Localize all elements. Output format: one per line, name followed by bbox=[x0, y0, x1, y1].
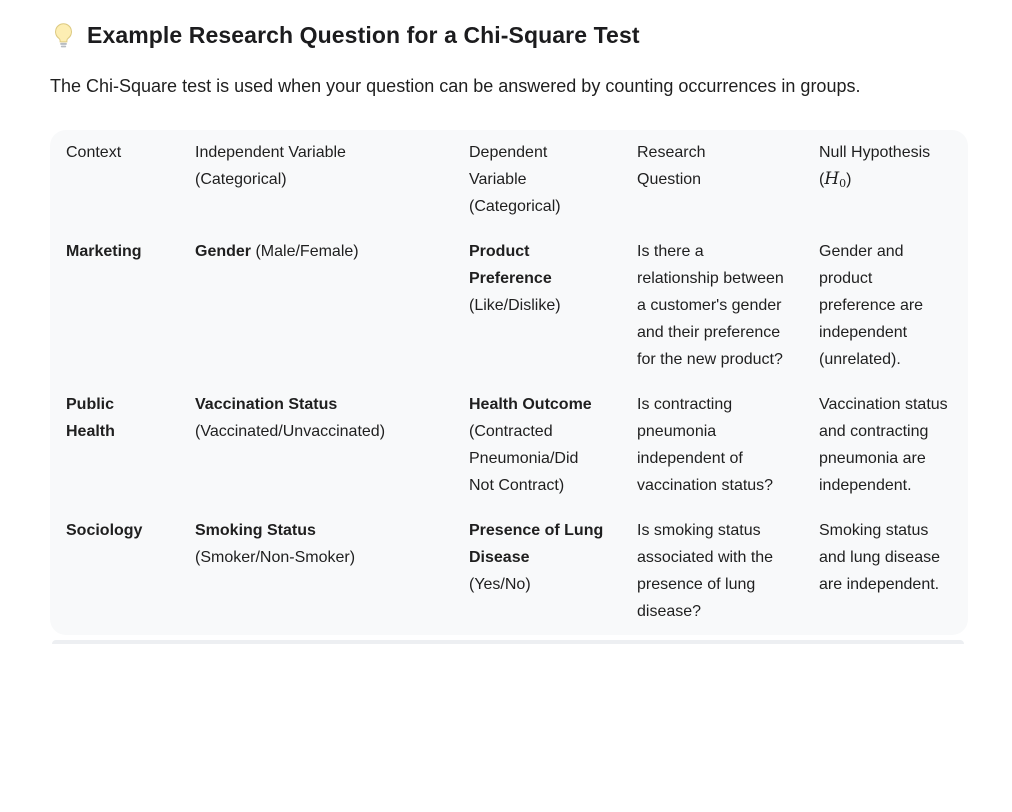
cell-dependent-variable: Health Outcome (Contracted Pneumonia/Did … bbox=[469, 391, 607, 499]
cell-null-hypothesis: Smoking status and lung disease are inde… bbox=[819, 522, 940, 593]
h-symbol: H bbox=[824, 169, 840, 189]
cell-dependent-variable: Presence of Lung Disease (Yes/No) bbox=[469, 517, 607, 598]
column-header-sublabel: (Categorical) bbox=[469, 198, 561, 215]
example-table: Context Independent Variable (Categorica… bbox=[50, 130, 968, 635]
variable-levels: (Male/Female) bbox=[251, 243, 359, 260]
variable-name: Product Preference bbox=[469, 243, 552, 287]
cell-independent-variable: Gender (Male/Female) bbox=[195, 238, 439, 265]
cell-dependent-variable: Product Preference (Like/Dislike) bbox=[469, 238, 607, 319]
variable-levels: (Smoker/Non-Smoker) bbox=[195, 549, 356, 566]
paren: ) bbox=[846, 171, 852, 188]
table-row-marketing: Marketing Gender (Male/Female) Product P… bbox=[66, 238, 952, 373]
section-header: Example Research Question for a Chi-Squa… bbox=[50, 18, 970, 52]
variable-name: Smoking Status bbox=[195, 522, 316, 539]
column-header-label: Independent Variable bbox=[195, 144, 346, 161]
table-header-row: Context Independent Variable (Categorica… bbox=[66, 139, 952, 220]
column-header-independent-variable: Independent Variable (Categorical) bbox=[195, 139, 439, 193]
variable-levels: (Contracted Pneumonia/Did Not Contract) bbox=[469, 423, 579, 494]
lightbulb-icon bbox=[55, 22, 72, 47]
variable-name: Gender bbox=[195, 243, 252, 260]
variable-levels: (Yes/No) bbox=[469, 576, 531, 593]
h-subscript: 0 bbox=[839, 177, 847, 190]
column-header-research-question: Research Question bbox=[637, 139, 789, 193]
cell-null-hypothesis: Gender and product preference are indepe… bbox=[819, 243, 924, 368]
table-row-public-health: Public Health Vaccination Status (Vaccina… bbox=[66, 391, 952, 499]
cell-context: Public Health bbox=[66, 396, 115, 440]
variable-name: Health Outcome bbox=[469, 396, 592, 413]
page-title: Example Research Question for a Chi-Squa… bbox=[87, 22, 640, 48]
cell-independent-variable: Smoking Status (Smoker/Non-Smoker) bbox=[195, 517, 439, 571]
cell-context: Marketing bbox=[66, 243, 142, 260]
null-hypothesis-symbol: (H0) bbox=[819, 166, 952, 197]
table-row-sociology: Sociology Smoking Status (Smoker/Non-Smok… bbox=[66, 517, 952, 625]
bottom-divider bbox=[52, 640, 964, 644]
column-header-context: Context bbox=[66, 144, 122, 161]
variable-name: Presence of Lung Disease bbox=[469, 522, 604, 566]
content-area: Example Research Question for a Chi-Squa… bbox=[50, 18, 970, 644]
column-header-label: Dependent Variable bbox=[469, 144, 548, 188]
variable-levels: (Like/Dislike) bbox=[469, 297, 561, 314]
column-header-label: Null Hypothesis bbox=[819, 144, 931, 161]
cell-research-question: Is contracting pneumonia independent of … bbox=[637, 396, 774, 494]
column-header-dependent-variable: Dependent Variable (Categorical) bbox=[469, 139, 607, 220]
column-header-sublabel: (Categorical) bbox=[195, 171, 287, 188]
cell-independent-variable: Vaccination Status (Vaccinated/Unvaccinat… bbox=[195, 391, 439, 445]
variable-levels: (Vaccinated/Unvaccinated) bbox=[195, 423, 386, 440]
cell-research-question: Is there a relationship between a custom… bbox=[637, 243, 784, 368]
cell-context: Sociology bbox=[66, 522, 143, 539]
cell-research-question: Is smoking status associated with the pr… bbox=[637, 522, 774, 620]
column-header-null-hypothesis: Null Hypothesis (H0) bbox=[819, 139, 952, 197]
intro-text: The Chi-Square test is used when your qu… bbox=[50, 76, 861, 96]
paren: ( bbox=[819, 171, 825, 188]
cell-null-hypothesis: Vaccination status and contracting pneum… bbox=[819, 396, 948, 494]
column-header-label: Research Question bbox=[637, 144, 706, 188]
variable-name: Vaccination Status bbox=[195, 396, 338, 413]
